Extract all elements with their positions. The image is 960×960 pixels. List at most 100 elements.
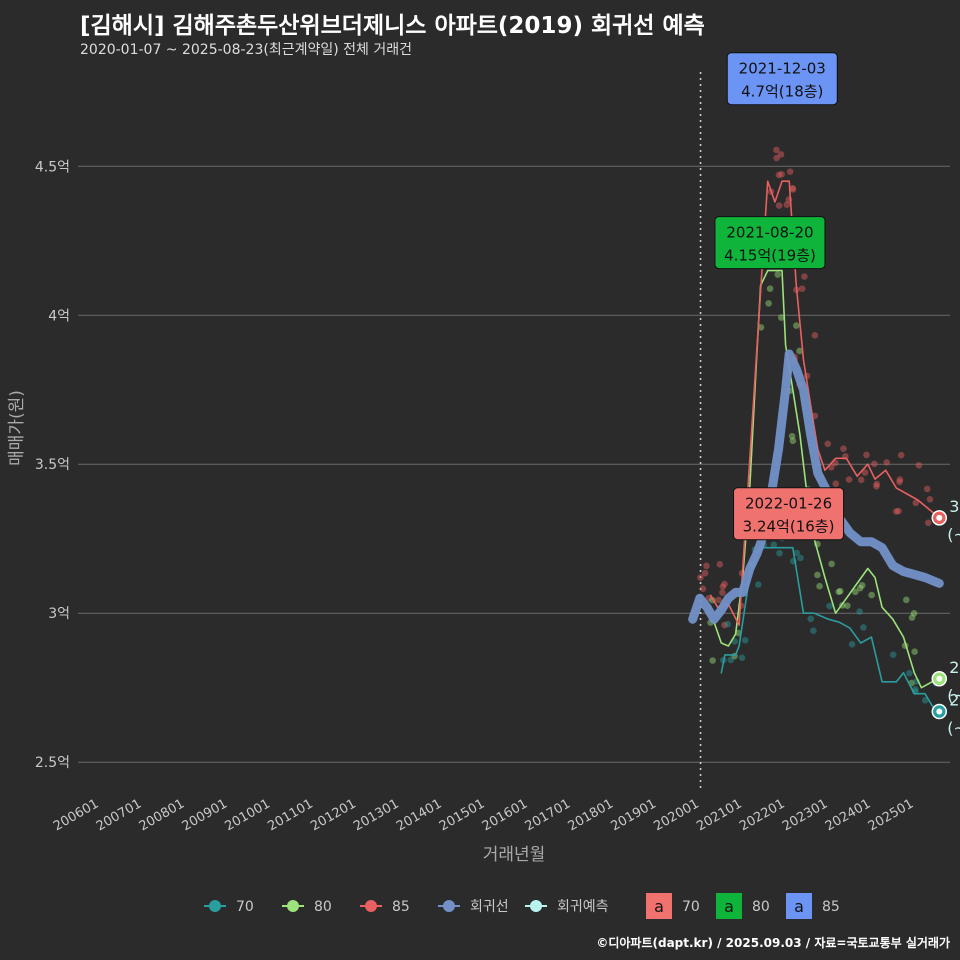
trade-point	[798, 285, 806, 292]
scatter-points	[697, 146, 944, 712]
trade-point	[697, 574, 704, 581]
x-tick-label: 202501	[866, 796, 916, 834]
endpoint-marker-core	[936, 514, 943, 521]
legend-box-label: 70	[682, 899, 700, 915]
trade-point	[796, 347, 803, 355]
trade-point	[895, 507, 902, 515]
x-tick-label: 201301	[351, 796, 401, 834]
series-line-회귀선	[688, 349, 944, 624]
x-tick-label: 201401	[394, 796, 444, 834]
y-tick-label: 4억	[48, 308, 70, 324]
x-tick-label: 201101	[265, 796, 315, 834]
trade-point	[858, 581, 866, 589]
endpoint-area: (~80㎡)	[947, 686, 960, 705]
trade-point	[757, 324, 765, 331]
trade-point	[860, 624, 867, 631]
trade-point	[770, 541, 778, 548]
legend-swatch	[530, 900, 542, 912]
legend-box	[646, 893, 672, 919]
trade-point	[845, 476, 853, 483]
trade-point	[703, 562, 710, 570]
trade-point	[814, 571, 821, 579]
trade-point	[719, 583, 727, 591]
trade-point	[788, 432, 796, 440]
trade-point	[921, 696, 929, 704]
trade-point	[840, 445, 847, 453]
legend-label: 회귀선	[470, 899, 509, 915]
legend-box-glyph: a	[654, 897, 664, 916]
annotation-date: 2021-08-20	[726, 224, 813, 242]
trade-point	[926, 496, 934, 503]
x-tick-label: 201801	[566, 796, 616, 834]
x-tick-label: 200601	[51, 796, 101, 834]
trade-point	[883, 459, 891, 466]
x-tick-label: 202401	[823, 796, 873, 834]
trade-point	[828, 560, 835, 568]
endpoint-value: 33,172	[949, 497, 960, 516]
trade-point	[705, 594, 712, 602]
endpoint-value: 27,788	[949, 658, 960, 677]
legend: 70 80 85 회귀선 회귀예측 a 70 a 80 a 85	[204, 893, 840, 919]
trade-point	[923, 485, 931, 493]
trade-point	[811, 332, 819, 339]
legend-box-label: 85	[822, 899, 840, 915]
legend-box-glyph: a	[794, 897, 804, 916]
trade-point	[863, 451, 870, 459]
trade-point	[856, 608, 863, 615]
trade-point	[911, 648, 918, 656]
y-tick-label: 3.5억	[35, 457, 70, 473]
trade-point	[709, 657, 716, 664]
trade-point	[766, 285, 774, 292]
trade-point	[835, 588, 843, 596]
legend-swatch	[365, 900, 377, 912]
trade-point	[773, 146, 780, 154]
series-line-70	[720, 546, 941, 713]
legend-box-label: 80	[752, 899, 770, 915]
trade-point	[905, 669, 913, 677]
trade-point	[848, 640, 856, 648]
trade-point	[889, 651, 897, 658]
trade-point	[873, 480, 881, 488]
trade-point	[792, 322, 800, 329]
x-axis-label: 거래년월	[483, 845, 546, 865]
x-tick-label: 200801	[137, 796, 187, 834]
trade-point	[896, 476, 904, 483]
y-tick-label: 3억	[48, 606, 70, 622]
gridlines	[78, 72, 950, 792]
trade-point	[915, 461, 923, 469]
trade-point	[721, 621, 728, 629]
legend-box-glyph: a	[724, 897, 734, 916]
endpoint-value: 26,650	[949, 691, 960, 710]
legend-label: 85	[392, 899, 410, 915]
legend-label: 회귀예측	[557, 899, 609, 915]
trade-point	[775, 202, 783, 209]
legend-label: 80	[314, 899, 332, 915]
x-tick-label: 202101	[694, 796, 744, 834]
annotations: 33,172 (~85㎡) 27,788 (~80㎡)26,650 (~70㎡) 2021…	[714, 52, 960, 738]
trade-point	[897, 451, 905, 459]
trade-point	[765, 300, 772, 307]
trade-point	[832, 480, 840, 488]
trade-point	[924, 519, 932, 527]
trade-point	[741, 636, 749, 644]
trade-point	[908, 614, 916, 621]
endpoint-marker-core	[936, 708, 943, 715]
trade-point	[773, 154, 780, 162]
trade-point	[903, 596, 910, 604]
trade-point	[892, 508, 900, 515]
trade-point	[716, 561, 724, 568]
trade-point	[789, 437, 797, 445]
x-tick-label: 202301	[780, 796, 830, 834]
annotation-text: 4.15억(19층)	[724, 247, 816, 265]
trade-point	[715, 596, 722, 604]
legend-swatch	[287, 900, 299, 912]
trade-point	[786, 168, 794, 175]
chart-subtitle: 2020-01-07 ~ 2025-08-23(최근계약일) 전체 거래건	[80, 42, 412, 58]
x-tick-label: 200901	[180, 796, 230, 834]
trade-point	[699, 585, 707, 592]
chart-title: [김해시] 김해주촌두산위브더제니스 아파트(2019) 회귀선 예측	[80, 13, 705, 39]
endpoint-area: (~70㎡)	[947, 719, 960, 738]
legend-box	[716, 893, 742, 919]
legend-box	[786, 893, 812, 919]
